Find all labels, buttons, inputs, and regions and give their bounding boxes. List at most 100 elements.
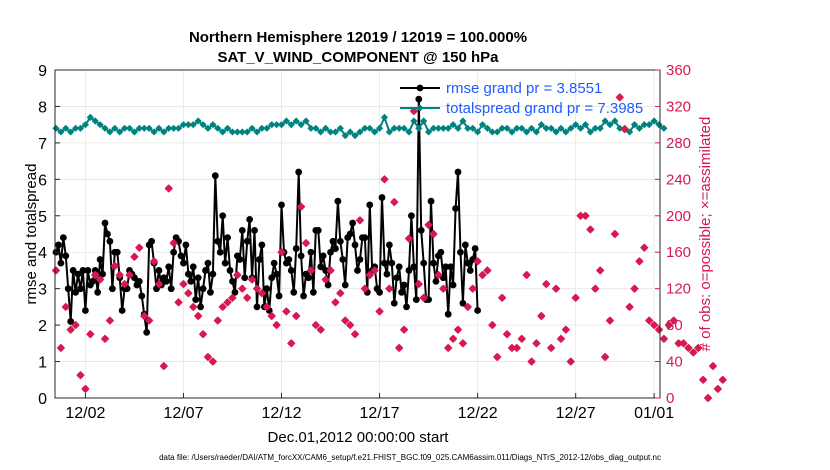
rmse-point <box>376 288 383 296</box>
obs-count-point <box>537 311 546 321</box>
obs-count-point <box>326 266 335 275</box>
x-axis-label: Dec.01,2012 00:00:00 start <box>268 429 450 446</box>
totalspread-point <box>552 128 560 136</box>
rmse-point <box>256 256 263 263</box>
rmse-point <box>405 267 413 274</box>
obs-count-point <box>120 279 129 289</box>
rmse-point <box>108 285 116 293</box>
rmse-point <box>319 252 327 260</box>
totalspread-point <box>214 124 222 132</box>
totalspread-point <box>116 128 124 136</box>
obs-count-point <box>512 343 522 353</box>
rmse-point <box>334 197 342 205</box>
rmse-point <box>447 263 455 271</box>
obs-count-point <box>76 371 85 380</box>
totalspread-point <box>454 124 462 132</box>
rmse-point <box>474 307 482 314</box>
obs-count-point <box>581 211 590 220</box>
y2-tick-label: 160 <box>666 244 691 261</box>
totalspread-point <box>361 124 369 132</box>
totalspread-point <box>356 128 364 136</box>
rmse-point <box>297 252 305 260</box>
obs-count-point <box>497 293 507 302</box>
obs-count-point <box>600 352 610 362</box>
rmse-point <box>273 270 281 278</box>
totalspread-point <box>282 117 291 125</box>
totalspread-point <box>67 128 75 136</box>
obs-count-point <box>95 275 105 284</box>
totalspread-point <box>287 121 295 129</box>
rmse-point <box>94 288 102 296</box>
y2-tick-label: 80 <box>666 317 683 334</box>
obs-count-point <box>100 334 110 343</box>
totalspread-point <box>277 121 286 129</box>
rmse-point <box>356 256 364 263</box>
rmse-point <box>229 277 236 285</box>
rmse-point <box>219 212 227 220</box>
obs-count-point <box>556 334 566 343</box>
obs-count-point <box>620 125 629 134</box>
totalspread-point <box>106 128 114 136</box>
obs-count-point <box>174 298 183 307</box>
obs-count-point <box>130 252 139 261</box>
obs-count-point <box>674 339 683 348</box>
rmse-point <box>143 329 151 336</box>
y-axis-label: rmse and totalspread <box>23 164 40 305</box>
totalspread-point <box>81 121 89 129</box>
obs-count-point <box>605 316 615 325</box>
obs-count-point <box>341 316 350 325</box>
rmse-point <box>305 274 312 282</box>
totalspread-point <box>326 128 335 136</box>
totalspread-point <box>101 124 109 132</box>
rmse-point <box>77 285 84 293</box>
obs-count-point <box>718 375 727 384</box>
obs-count-point <box>527 357 536 366</box>
rmse-point <box>224 234 231 242</box>
totalspread-point <box>238 128 246 136</box>
obs-count-point <box>649 320 659 330</box>
totalspread-point <box>464 124 472 132</box>
obs-count-point <box>154 279 164 289</box>
rmse-point <box>322 267 330 274</box>
rmse-point <box>466 267 474 274</box>
rmse-point <box>314 226 322 234</box>
totalspread-point <box>243 128 251 136</box>
rmse-point <box>361 234 369 242</box>
obs-count-point <box>159 361 169 371</box>
totalspread-point <box>660 124 668 132</box>
totalspread-point <box>322 124 330 132</box>
totalspread-point <box>542 124 550 132</box>
totalspread-point <box>91 117 99 125</box>
obs-count-point <box>542 279 551 289</box>
totalspread-point <box>415 124 423 132</box>
totalspread-point <box>71 124 80 132</box>
totalspread-point <box>395 124 403 132</box>
obs-count-point <box>242 293 252 302</box>
rmse-point <box>155 267 163 274</box>
totalspread-point <box>170 124 178 132</box>
totalspread-point <box>606 121 614 129</box>
obs-count-point <box>630 284 639 293</box>
rmse-point <box>231 288 239 296</box>
obs-count-point <box>708 361 718 371</box>
totalspread-point <box>650 117 658 125</box>
obs-count-point <box>458 339 468 348</box>
totalspread-point <box>52 124 60 132</box>
legend-totalspread-label: totalspread grand pr = 7.3985 <box>446 100 643 117</box>
totalspread-point <box>194 117 202 125</box>
totalspread-point <box>586 128 594 136</box>
obs-count-point <box>444 343 453 353</box>
rmse-point <box>253 303 261 311</box>
y-tick-label: 2 <box>38 318 47 335</box>
obs-count-point <box>463 302 473 312</box>
totalspread-point <box>596 124 604 132</box>
obs-count-point <box>247 275 257 284</box>
rmse-point <box>67 318 75 325</box>
rmse-point <box>270 259 278 267</box>
totalspread-point <box>204 124 212 132</box>
rmse-point <box>268 274 276 282</box>
obs-count-point <box>81 384 90 394</box>
rmse-point <box>454 168 462 176</box>
rmse-point <box>209 270 217 278</box>
obs-count-point <box>355 216 365 225</box>
